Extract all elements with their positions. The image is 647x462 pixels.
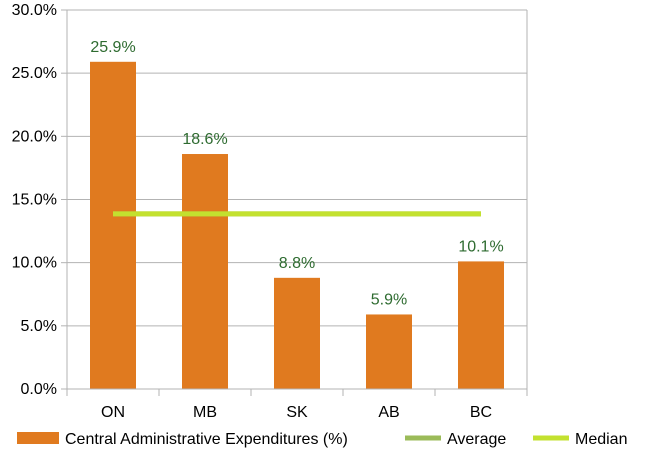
x-axis-ticks: ON MB SK AB BC bbox=[66, 389, 528, 421]
data-label: 8.8% bbox=[279, 255, 315, 272]
data-label: 18.6% bbox=[182, 131, 227, 148]
y-tick-label: 15.0% bbox=[12, 192, 57, 209]
x-tick-label: BC bbox=[470, 404, 492, 421]
y-axis-ticks: 0.0% 5.0% 10.0% 15.0% 20.0% 25.0% 30.0% bbox=[12, 2, 67, 398]
y-tick-label: 20.0% bbox=[12, 128, 57, 145]
x-tick-label: AB bbox=[378, 404, 399, 421]
gridlines bbox=[67, 9, 527, 327]
bar bbox=[458, 261, 504, 389]
axes bbox=[66, 10, 528, 390]
legend-swatch bbox=[17, 432, 59, 444]
data-label: 10.1% bbox=[458, 238, 503, 255]
legend: Central Administrative Expenditures (%) A… bbox=[17, 431, 627, 448]
x-tick-label: MB bbox=[193, 404, 217, 421]
y-tick-label: 5.0% bbox=[21, 318, 57, 335]
bar bbox=[366, 314, 412, 389]
data-labels: 25.9% 18.6% 8.8% 5.9% 10.1% bbox=[90, 39, 503, 309]
x-tick-label: SK bbox=[286, 404, 308, 421]
legend-label: Average bbox=[447, 431, 506, 448]
data-label: 5.9% bbox=[371, 291, 407, 308]
y-tick-label: 0.0% bbox=[21, 381, 57, 398]
y-tick-label: 10.0% bbox=[12, 255, 57, 272]
legend-label: Median bbox=[575, 431, 627, 448]
y-tick-label: 30.0% bbox=[12, 2, 57, 19]
bars bbox=[90, 61, 504, 390]
y-tick-label: 25.0% bbox=[12, 65, 57, 82]
x-tick-label: ON bbox=[101, 404, 125, 421]
bar bbox=[274, 277, 320, 389]
data-label: 25.9% bbox=[90, 39, 135, 56]
legend-label: Central Administrative Expenditures (%) bbox=[65, 431, 348, 448]
bar bbox=[182, 154, 228, 389]
bar bbox=[90, 61, 136, 390]
